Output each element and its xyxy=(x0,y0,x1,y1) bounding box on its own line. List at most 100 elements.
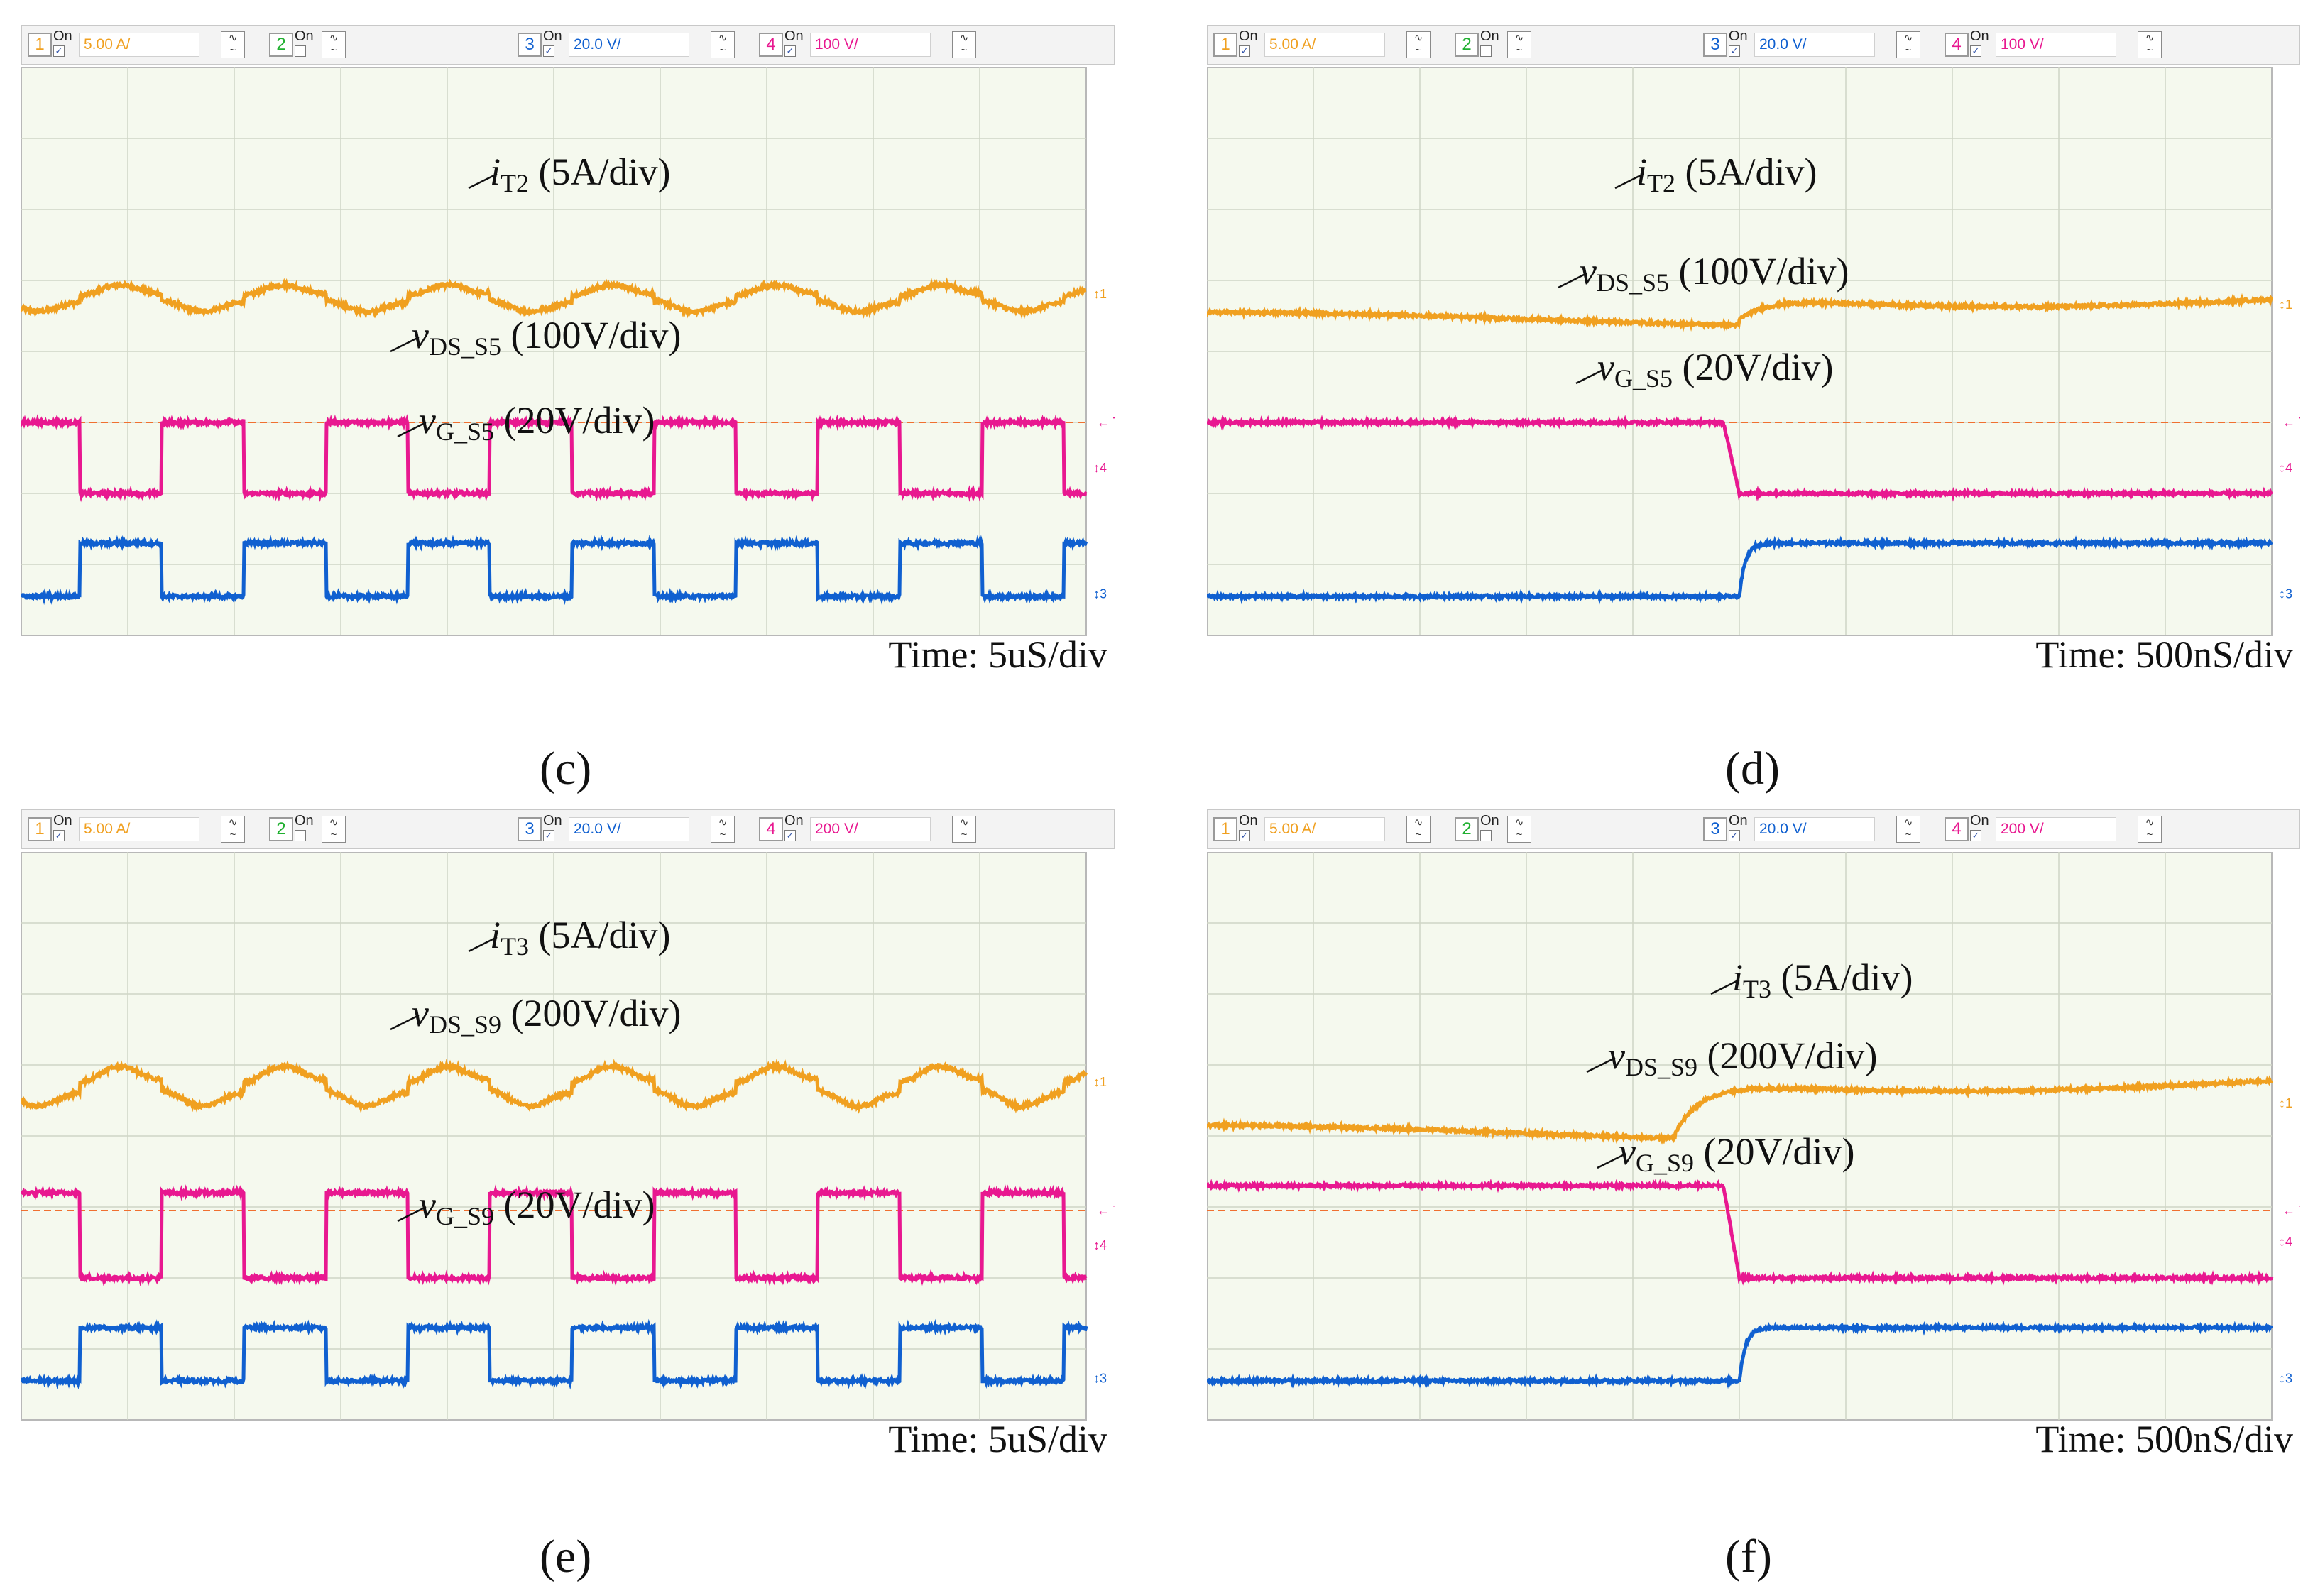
channel-scale-field[interactable]: 100 V/ xyxy=(1996,33,2116,57)
channel-number[interactable]: 1 xyxy=(28,817,52,841)
channel-2-control[interactable]: 2 On ∿ ~ xyxy=(1449,813,1683,846)
channel-scale-field[interactable]: 200 V/ xyxy=(810,817,931,841)
channel-4-control[interactable]: 4 On ✓ 200 V/ ∿ ~ xyxy=(1939,813,2173,846)
channel-on-checkbox[interactable]: ✓ xyxy=(1239,830,1250,841)
channel-scale-field[interactable]: 5.00 A/ xyxy=(79,33,199,57)
coupling-button[interactable]: ∿ ~ xyxy=(952,816,976,843)
channel-marker[interactable]: ↕3 xyxy=(2279,587,2292,601)
channel-marker[interactable]: ↕4 xyxy=(1093,1238,1107,1252)
channel-number[interactable]: 3 xyxy=(518,33,542,57)
coupling-button[interactable]: ∿ ~ xyxy=(1896,31,1920,58)
channel-number[interactable]: 2 xyxy=(269,817,293,841)
channel-number[interactable]: 4 xyxy=(1945,33,1969,57)
coupling-button[interactable]: ∿ ~ xyxy=(1507,816,1531,843)
channel-on-checkbox[interactable]: ✓ xyxy=(1729,830,1740,841)
channel-on-checkbox[interactable] xyxy=(295,45,306,57)
trigger-marker[interactable]: ← T xyxy=(2282,1203,2307,1218)
channel-marker[interactable]: ↕1 xyxy=(1093,287,1107,301)
channel-scale-field[interactable]: 20.0 V/ xyxy=(1754,817,1875,841)
channel-4-control[interactable]: 4 On ✓ 100 V/ ∿ ~ xyxy=(1939,28,2173,61)
channel-on-label: On xyxy=(543,813,562,829)
channel-marker[interactable]: ↕1 xyxy=(2279,1096,2292,1110)
coupling-button[interactable]: ∿ ~ xyxy=(1406,816,1431,843)
label-symbol: v xyxy=(1597,346,1614,388)
channel-number[interactable]: 4 xyxy=(1945,817,1969,841)
channel-1-control[interactable]: 1 On ✓ 5.00 A/ ∿ ~ xyxy=(1208,28,1442,61)
channel-4-control[interactable]: 4 On ✓ 200 V/ ∿ ~ xyxy=(753,813,988,846)
channel-1-control[interactable]: 1 On ✓ 5.00 A/ ∿ ~ xyxy=(22,28,256,61)
trigger-marker[interactable]: ← T xyxy=(2282,415,2307,430)
channel-number[interactable]: 4 xyxy=(759,33,783,57)
channel-scale-field[interactable]: 20.0 V/ xyxy=(569,33,689,57)
channel-3-control[interactable]: 3 On ✓ 20.0 V/ ∿ ~ xyxy=(512,28,746,61)
channel-on-label: On xyxy=(295,28,314,44)
channel-on-checkbox[interactable]: ✓ xyxy=(543,45,554,57)
coupling-button[interactable]: ∿ ~ xyxy=(322,816,346,843)
channel-2-control[interactable]: 2 On ∿ ~ xyxy=(263,813,498,846)
channel-number[interactable]: 1 xyxy=(28,33,52,57)
coupling-button[interactable]: ∿ ~ xyxy=(1896,816,1920,843)
channel-on-checkbox[interactable] xyxy=(1480,830,1492,841)
channel-marker[interactable]: ↕3 xyxy=(2279,1372,2292,1386)
coupling-button[interactable]: ∿ ~ xyxy=(711,31,735,58)
channel-on-checkbox[interactable]: ✓ xyxy=(1970,830,1981,841)
channel-1-control[interactable]: 1 On ✓ 5.00 A/ ∿ ~ xyxy=(22,813,256,846)
coupling-button[interactable]: ∿ ~ xyxy=(711,816,735,843)
channel-marker[interactable]: ↕4 xyxy=(1093,461,1107,475)
channel-marker[interactable]: ↕1 xyxy=(1093,1075,1107,1089)
channel-scale-field[interactable]: 20.0 V/ xyxy=(569,817,689,841)
channel-number[interactable]: 1 xyxy=(1213,817,1237,841)
channel-on-checkbox[interactable]: ✓ xyxy=(543,830,554,841)
channel-2-control[interactable]: 2 On ∿ ~ xyxy=(263,28,498,61)
channel-3-control[interactable]: 3 On ✓ 20.0 V/ ∿ ~ xyxy=(1697,28,1932,61)
channel-marker[interactable]: ↕3 xyxy=(1093,1372,1107,1386)
channel-on-label: On xyxy=(1729,28,1748,44)
coupling-button[interactable]: ∿ ~ xyxy=(2138,31,2162,58)
channel-on-checkbox[interactable] xyxy=(295,830,306,841)
channel-4-control[interactable]: 4 On ✓ 100 V/ ∿ ~ xyxy=(753,28,988,61)
channel-scale-field[interactable]: 20.0 V/ xyxy=(1754,33,1875,57)
channel-scale-field[interactable]: 5.00 A/ xyxy=(1264,33,1385,57)
channel-on-checkbox[interactable]: ✓ xyxy=(1729,45,1740,57)
channel-number[interactable]: 4 xyxy=(759,817,783,841)
channel-3-control[interactable]: 3 On ✓ 20.0 V/ ∿ ~ xyxy=(512,813,746,846)
channel-marker[interactable]: ↕1 xyxy=(2279,297,2292,312)
channel-on-checkbox[interactable]: ✓ xyxy=(784,45,796,57)
channel-marker[interactable]: ↕3 xyxy=(1093,587,1107,601)
coupling-button[interactable]: ∿ ~ xyxy=(1507,31,1531,58)
channel-1-control[interactable]: 1 On ✓ 5.00 A/ ∿ ~ xyxy=(1208,813,1442,846)
coupling-button[interactable]: ∿ ~ xyxy=(221,31,245,58)
coupling-button[interactable]: ∿ ~ xyxy=(1406,31,1431,58)
channel-number[interactable]: 3 xyxy=(1703,817,1727,841)
channel-number[interactable]: 2 xyxy=(1455,817,1479,841)
channel-marker[interactable]: ↕4 xyxy=(2279,461,2292,475)
channel-2-control[interactable]: 2 On ∿ ~ xyxy=(1449,28,1683,61)
trigger-marker[interactable]: ← T xyxy=(1097,1203,1121,1218)
channel-scale-field[interactable]: 5.00 A/ xyxy=(79,817,199,841)
channel-number[interactable]: 3 xyxy=(518,817,542,841)
channel-scale-field[interactable]: 200 V/ xyxy=(1996,817,2116,841)
channel-on-checkbox[interactable]: ✓ xyxy=(1239,45,1250,57)
channel-number[interactable]: 1 xyxy=(1213,33,1237,57)
channel-scale-field[interactable]: 100 V/ xyxy=(810,33,931,57)
channel-on-checkbox[interactable] xyxy=(1480,45,1492,57)
channel-3-control[interactable]: 3 On ✓ 20.0 V/ ∿ ~ xyxy=(1697,813,1932,846)
channel-scale-field[interactable]: 5.00 A/ xyxy=(1264,817,1385,841)
trace-vG_S5 xyxy=(19,534,1088,606)
coupling-button[interactable]: ∿ ~ xyxy=(322,31,346,58)
coupling-button[interactable]: ∿ ~ xyxy=(952,31,976,58)
label-symbol: i xyxy=(1636,151,1648,193)
channel-marker[interactable]: ↕4 xyxy=(2279,1235,2292,1249)
label-vG_S5: vG_S5 (20V/div) xyxy=(419,401,655,444)
channel-on-checkbox[interactable]: ✓ xyxy=(784,830,796,841)
channel-on-checkbox[interactable]: ✓ xyxy=(1970,45,1981,57)
channel-number[interactable]: 3 xyxy=(1703,33,1727,57)
trigger-marker[interactable]: ← T xyxy=(1097,415,1121,430)
channel-on-checkbox[interactable]: ✓ xyxy=(53,45,65,57)
caption-e: (e) xyxy=(540,1531,592,1583)
coupling-button[interactable]: ∿ ~ xyxy=(2138,816,2162,843)
channel-on-checkbox[interactable]: ✓ xyxy=(53,830,65,841)
channel-number[interactable]: 2 xyxy=(269,33,293,57)
channel-number[interactable]: 2 xyxy=(1455,33,1479,57)
coupling-button[interactable]: ∿ ~ xyxy=(221,816,245,843)
